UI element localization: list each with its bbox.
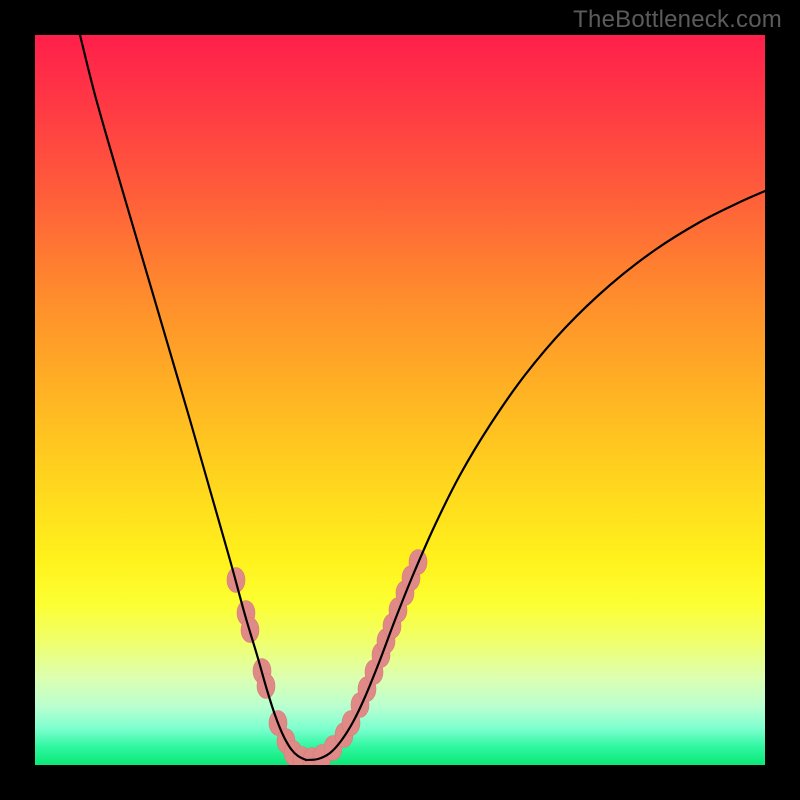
curve-right bbox=[306, 191, 765, 760]
watermark-text: TheBottleneck.com bbox=[573, 6, 782, 34]
plot-area bbox=[35, 35, 765, 765]
curve-left bbox=[80, 35, 306, 760]
chart-frame: TheBottleneck.com bbox=[0, 0, 800, 800]
curve-layer bbox=[35, 35, 765, 765]
